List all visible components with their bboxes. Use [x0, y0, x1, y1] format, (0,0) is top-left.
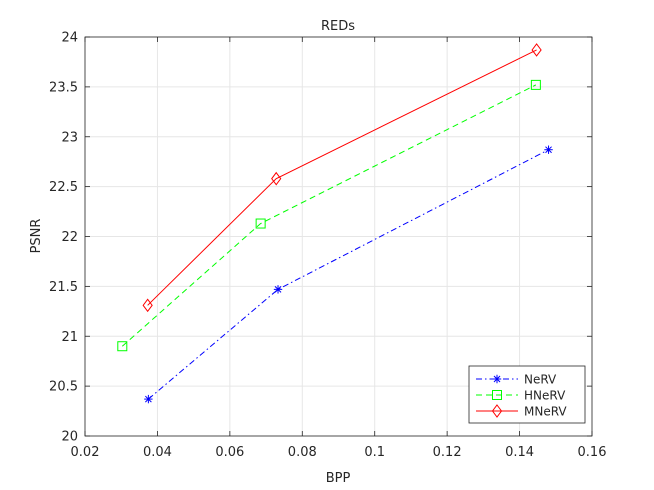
x-tick-label: 0.14: [505, 445, 534, 460]
x-tick-label: 0.02: [71, 445, 100, 460]
x-tick-label: 0.12: [433, 445, 462, 460]
y-tick-label: 20.5: [49, 380, 78, 395]
data-point-nerv: [544, 145, 553, 154]
series-line-mnerv: [147, 49, 537, 306]
y-tick-label: 23.5: [49, 80, 78, 95]
x-tick-label: 0.16: [578, 445, 607, 460]
legend-marker-hnerv: [492, 390, 502, 400]
data-point-mnerv: [271, 171, 282, 186]
legend-marker-mnerv: [491, 404, 503, 418]
chart-title: REDs: [321, 19, 355, 34]
marker-stroke: [545, 146, 552, 154]
marker-stroke: [493, 375, 501, 383]
y-tick-label: 23: [61, 130, 78, 145]
series-line-nerv: [148, 149, 549, 400]
data-point-mnerv: [531, 43, 542, 57]
y-axis-label: PSNR: [29, 219, 44, 254]
y-tick-label: 21: [61, 330, 78, 345]
series-line-hnerv: [121, 84, 537, 347]
legend-marker-nerv: [492, 374, 502, 384]
legend-label-nerv: NeRV: [524, 373, 557, 387]
x-tick-label: 0.04: [143, 445, 172, 460]
x-tick-label: 0.1: [364, 445, 385, 460]
marker-stroke: [144, 395, 152, 403]
y-tick-label: 22.5: [49, 180, 78, 195]
y-tick-label: 21.5: [49, 280, 78, 295]
x-axis-label: BPP: [326, 471, 351, 486]
ticks: 0.02 0.04 0.06 0.08 0.1 0.12 0.14 0.16 20 20.5 21 2…: [49, 31, 606, 461]
x-tick-label: 0.08: [288, 445, 317, 460]
data-point-hnerv: [117, 341, 128, 352]
y-tick-label: 24: [61, 31, 78, 46]
data-point-nerv: [273, 285, 283, 294]
y-tick-label: 22: [61, 230, 78, 245]
series-layer: [117, 43, 553, 404]
legend-label-mnerv: MNeRV: [524, 405, 567, 419]
x-tick-label: 0.06: [215, 445, 244, 460]
legend-label-hnerv: HNeRV: [524, 389, 566, 403]
marker-stroke: [274, 285, 282, 293]
data-point-hnerv: [255, 218, 266, 229]
y-tick-label: 20: [61, 430, 78, 445]
legend: NeRV HNeRV MNeRV: [468, 365, 586, 424]
data-point-hnerv: [530, 79, 541, 90]
data-point-nerv: [144, 394, 153, 404]
data-point-mnerv: [142, 298, 153, 313]
